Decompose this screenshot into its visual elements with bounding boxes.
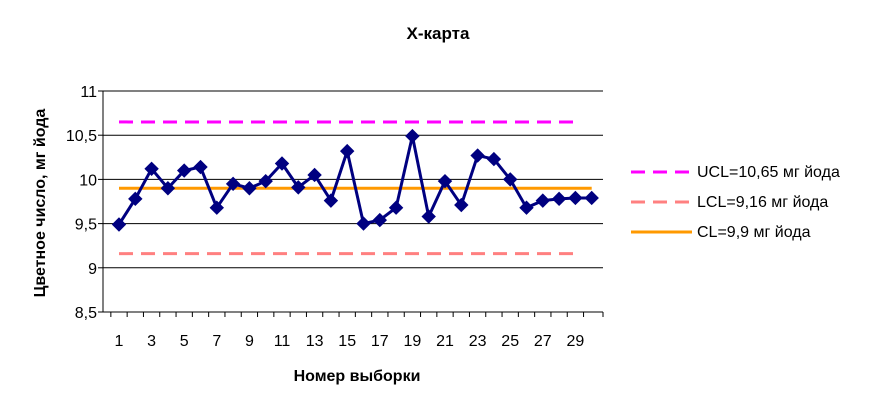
chart-title: X-карта <box>407 24 470 43</box>
data-point <box>551 191 567 207</box>
data-point <box>388 200 404 215</box>
data-point <box>111 217 127 232</box>
x-tick-label: 7 <box>212 333 221 350</box>
x-tick-label: 11 <box>274 333 291 350</box>
data-point <box>160 181 176 196</box>
legend-label: UCL=10,65 мг йода <box>697 164 840 181</box>
x-axis-title: Номер выборки <box>294 368 421 385</box>
data-point <box>437 173 453 189</box>
data-point <box>209 200 225 215</box>
data-point <box>372 212 388 228</box>
data-point <box>225 176 241 192</box>
x-tick-label: 15 <box>338 333 356 350</box>
x-tick-label: 27 <box>534 333 552 350</box>
x-tick-label: 3 <box>147 333 156 350</box>
data-point <box>502 172 518 187</box>
data-point <box>519 200 534 215</box>
data-point <box>568 190 583 206</box>
data-point <box>356 216 371 231</box>
y-tick-label: 9 <box>88 261 97 278</box>
data-point <box>193 159 208 175</box>
y-tick-label: 10 <box>79 172 97 189</box>
x-tick-label: 25 <box>501 333 519 350</box>
y-tick-label: 10,5 <box>66 128 97 145</box>
data-point <box>128 191 143 207</box>
x-tick-label: 5 <box>180 333 189 350</box>
x-tick-label: 13 <box>306 333 324 350</box>
data-point <box>291 180 306 195</box>
y-tick-label: 8,5 <box>75 305 97 322</box>
data-point <box>486 151 502 167</box>
axes <box>98 90 604 317</box>
data-point <box>405 128 420 144</box>
x-tick-label: 9 <box>245 333 254 350</box>
data-point <box>274 156 290 171</box>
y-tick-label: 11 <box>80 84 97 101</box>
data-point <box>339 143 355 159</box>
data-point <box>454 197 469 213</box>
legend-cl: CL=9,9 мг йода <box>631 224 811 241</box>
legend-ucl: UCL=10,65 мг йода <box>631 164 840 181</box>
y-axis-title: Цветное число, мг йода <box>32 109 49 298</box>
data-point <box>470 148 485 163</box>
data-point <box>421 209 436 224</box>
x-tick-label: 29 <box>567 333 585 350</box>
y-tick-label: 9,5 <box>75 217 97 234</box>
data-point <box>176 163 192 178</box>
data-point <box>144 161 159 176</box>
data-point <box>323 193 339 208</box>
legend-label: CL=9,9 мг йода <box>697 224 811 241</box>
legend: UCL=10,65 мг йода LCL=9,16 мг йода CL=9,9 … <box>631 164 840 241</box>
data-point <box>584 190 599 206</box>
data-point <box>535 193 551 208</box>
data-point <box>307 167 322 183</box>
x-tick-label: 1 <box>115 333 124 350</box>
x-tick-label: 21 <box>436 333 454 350</box>
x-tick-label: 17 <box>371 333 389 350</box>
data-point <box>258 173 273 189</box>
data-point <box>242 181 257 196</box>
x-tick-label: 19 <box>404 333 422 350</box>
x-tick-label: 23 <box>469 333 487 350</box>
data-series <box>111 128 599 232</box>
legend-label: LCL=9,16 мг йода <box>697 194 828 211</box>
mean-line <box>117 134 592 226</box>
legend-lcl: LCL=9,16 мг йода <box>631 194 828 211</box>
